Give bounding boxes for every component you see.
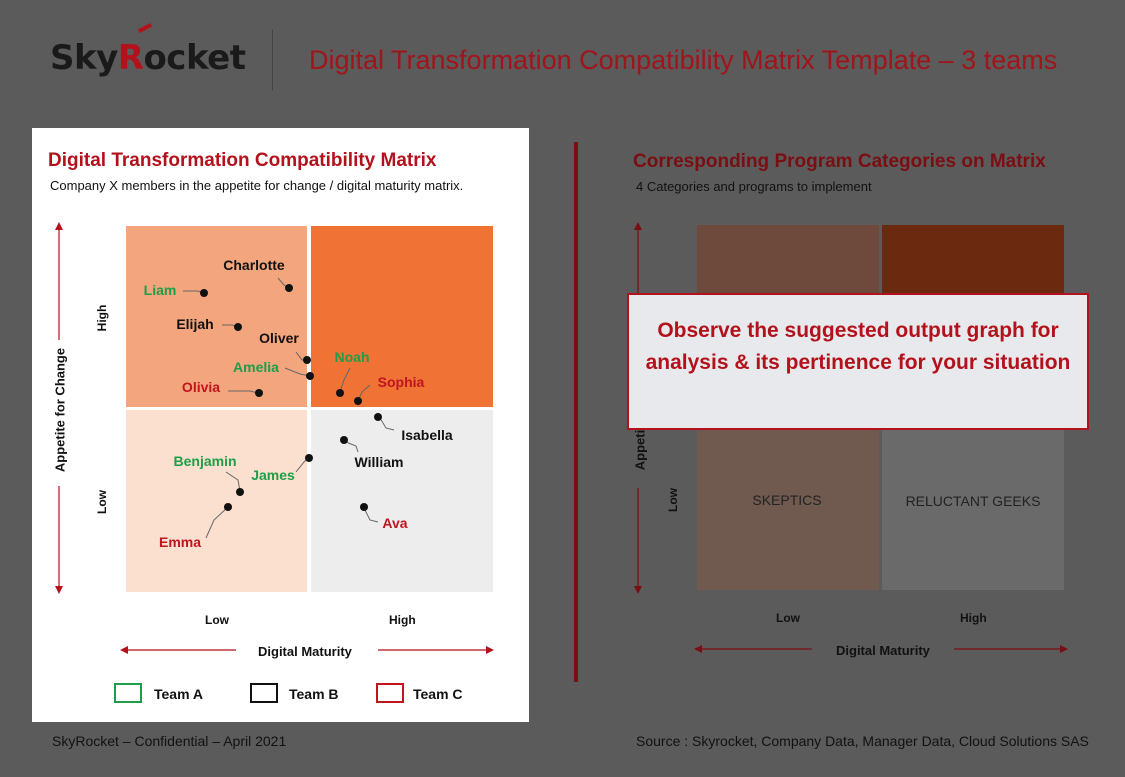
member-name: Ava — [382, 515, 408, 531]
category-skeptics — [697, 410, 879, 590]
member-name: Emma — [158, 534, 202, 550]
member-dot — [340, 436, 348, 444]
member-dot — [255, 389, 263, 397]
member-dot — [285, 284, 293, 292]
page-title: Digital Transformation Compatibility Mat… — [309, 45, 1058, 75]
member-name: Oliver — [259, 330, 299, 346]
category-label-reluctant-geeks: RELUCTANT GEEKS — [905, 493, 1041, 509]
quadrant-top-right — [311, 226, 493, 407]
member-dot — [360, 503, 368, 511]
member-name: Sophia — [377, 374, 425, 390]
right-y-low-label: Low — [666, 488, 680, 512]
x-high-label: High — [389, 613, 416, 627]
footer-source: Source : Skyrocket, Company Data, Manage… — [636, 733, 1089, 749]
member-dot — [305, 454, 313, 462]
quadrant-top-left — [126, 226, 307, 407]
callout-text: Observe the suggested output graph for a… — [645, 319, 1071, 374]
member-name: Benjamin — [173, 453, 237, 469]
member-name: Amelia — [233, 359, 279, 375]
legend-label-team-c: Team C — [413, 686, 463, 702]
x-axis-label: Digital Maturity — [258, 644, 352, 659]
right-x-low-label: Low — [776, 611, 800, 625]
member-name: Elijah — [176, 316, 214, 332]
member-name: Noah — [334, 349, 370, 365]
x-low-label: Low — [205, 613, 229, 627]
member-dot — [236, 488, 244, 496]
header-divider — [272, 30, 273, 90]
right-y-axis-label: Appeti — [632, 429, 648, 471]
member-dot — [234, 323, 242, 331]
right-x-axis-arrow — [694, 645, 1068, 653]
right-x-high-label: High — [960, 611, 987, 625]
matrix-title: Digital Transformation Compatibility Mat… — [48, 150, 437, 171]
legend-label-team-a: Team A — [154, 686, 204, 702]
member-name: Charlotte — [223, 257, 285, 273]
legend-label-team-b: Team B — [289, 686, 339, 702]
member-dot — [306, 372, 314, 380]
legend-swatch-team-a — [114, 683, 142, 703]
member-name: Olivia — [181, 379, 221, 395]
x-axis-arrow — [120, 646, 494, 654]
member-dot — [200, 289, 208, 297]
y-axis-arrow — [55, 222, 63, 594]
member-dot — [354, 397, 362, 405]
category-reluctant-geeks — [882, 410, 1064, 590]
matrix-subtitle: Company X members in the appetite for ch… — [50, 178, 464, 193]
member-dot — [224, 503, 232, 511]
category-label-skeptics: SKEPTICS — [752, 492, 822, 508]
member-dot — [303, 356, 311, 364]
member-name: Isabella — [401, 427, 453, 443]
member-dot — [374, 413, 382, 421]
member-name: William — [354, 454, 404, 470]
callout-box: Observe the suggested output graph for a… — [627, 293, 1089, 430]
right-x-axis-label: Digital Maturity — [836, 643, 930, 658]
footer-confidential: SkyRocket – Confidential – April 2021 — [52, 733, 287, 749]
categories-subtitle: 4 Categories and programs to implement — [636, 179, 872, 194]
quadrant-bottom-left — [126, 410, 307, 592]
member-name: James — [251, 467, 295, 483]
categories-title: Corresponding Program Categories on Matr… — [633, 151, 1046, 172]
section-divider — [574, 142, 578, 682]
member-dot — [336, 389, 344, 397]
logo: SkyRocket — [50, 38, 246, 78]
member-name: Liam — [143, 282, 177, 298]
legend-swatch-team-c — [376, 683, 404, 703]
legend-swatch-team-b — [250, 683, 278, 703]
